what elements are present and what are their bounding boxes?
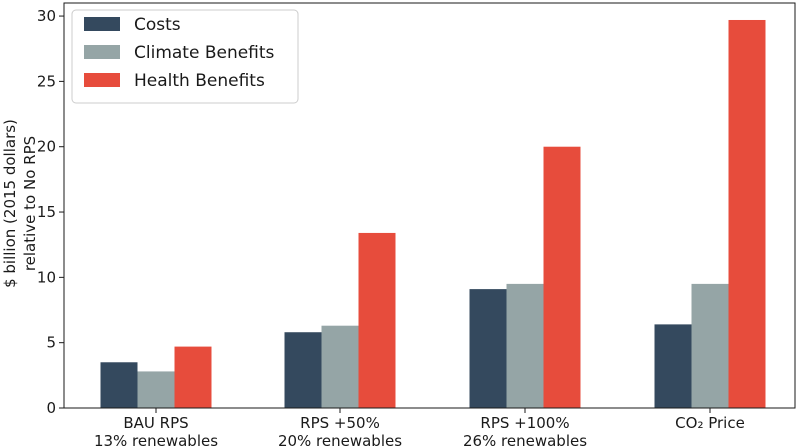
bar-climate-benefits (137, 371, 175, 408)
bar-health-benefits (543, 146, 581, 409)
y-tick-label: 20 (37, 138, 56, 156)
bar-health-benefits (358, 232, 396, 408)
y-tick-label: 15 (37, 203, 56, 221)
bar-costs (654, 324, 692, 408)
plot-frame (63, 2, 796, 409)
bars (100, 19, 766, 409)
x-tick-label: 26% renewables (463, 432, 587, 448)
x-tick-label: BAU RPS (123, 414, 188, 432)
legend-label: Climate Benefits (134, 43, 275, 63)
x-tick-label: RPS +50% (300, 414, 380, 432)
legend-label: Costs (134, 15, 181, 35)
bar-costs (100, 362, 138, 408)
bar-costs (284, 332, 322, 408)
legend-swatch (84, 73, 120, 87)
legend-label: Health Benefits (134, 71, 265, 91)
y-tick-label: 0 (46, 399, 56, 417)
legend-swatch (84, 17, 120, 31)
y-tick-label: 25 (37, 72, 56, 90)
y-tick-label: 5 (46, 334, 56, 352)
y-axis-title: $ billion (2015 dollars) relative to No R… (1, 119, 39, 288)
legend-swatch (84, 45, 120, 59)
x-tick-label: RPS +100% (480, 414, 569, 432)
bar-climate-benefits (506, 283, 544, 408)
bar-health-benefits (174, 346, 212, 408)
y-axis-label-line: $ billion (2015 dollars) (1, 119, 19, 288)
x-tick-label: 13% renewables (94, 432, 218, 448)
bar-climate-benefits (691, 283, 729, 408)
x-tick-label: 20% renewables (278, 432, 402, 448)
y-tick-label: 30 (37, 7, 56, 25)
y-axis-label-line: relative to No RPS (21, 136, 39, 271)
legend-box (71, 9, 299, 104)
bar-health-benefits (728, 19, 766, 408)
y-tick-label: 10 (37, 268, 56, 286)
bar-climate-benefits (321, 325, 359, 408)
legend: Costs Climate Benefits Health Benefits (71, 9, 299, 104)
x-tick-label: CO₂ Price (675, 414, 745, 432)
bar-costs (469, 289, 507, 408)
y-axis-ticks: 0 5 10 15 20 25 30 (37, 7, 64, 417)
